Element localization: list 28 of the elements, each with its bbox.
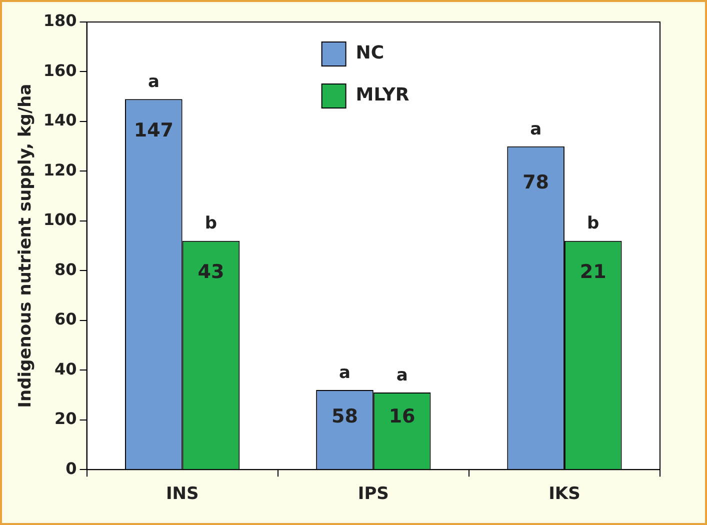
annotation: b	[587, 214, 600, 234]
annotation: 43	[198, 261, 224, 284]
legend-label: NC	[356, 42, 384, 64]
y-tick-label: 140	[43, 110, 77, 130]
annotation: a	[338, 362, 350, 383]
y-axis-title: Indigenous nutrient supply, kg/ha	[16, 84, 36, 408]
y-tick-label: 40	[54, 359, 77, 378]
annotation: 147	[134, 119, 174, 142]
annotation: a	[148, 72, 160, 92]
y-tick-label: 120	[43, 160, 77, 180]
x-tick-label: IKS	[548, 484, 580, 504]
annotation: 58	[332, 405, 358, 428]
annotation: 21	[580, 261, 606, 284]
y-tick-label: 60	[54, 310, 77, 329]
y-tick-label: 0	[66, 458, 77, 478]
y-tick-label: 80	[54, 260, 77, 279]
y-tick-label: 180	[43, 11, 77, 30]
annotation: 16	[388, 405, 416, 428]
y-tick-label: 100	[43, 210, 77, 230]
x-tick-label: INS	[166, 484, 199, 504]
annotation: b	[204, 214, 218, 234]
x-tick-label: IPS	[358, 484, 389, 504]
legend-label: MLYR	[356, 84, 410, 106]
y-tick-label: 20	[54, 409, 77, 428]
annotation: 78	[522, 172, 550, 194]
annotation: a	[530, 119, 542, 140]
annotation: a	[396, 365, 408, 386]
y-tick-label: 160	[43, 60, 77, 80]
